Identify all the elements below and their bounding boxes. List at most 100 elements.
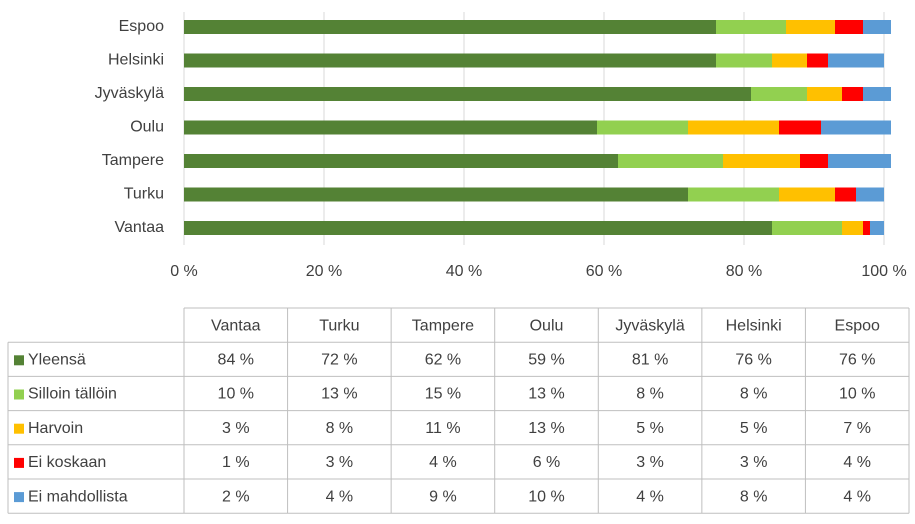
x-tick-label: 20 % <box>306 263 342 280</box>
bar-segment <box>842 221 863 235</box>
table-cell: 76 % <box>735 352 771 369</box>
y-tick-label: Tampere <box>102 152 164 169</box>
bar-segment <box>863 221 870 235</box>
legend-label: Yleensä <box>28 352 86 369</box>
y-tick-label: Vantaa <box>114 219 164 236</box>
table-cell: 84 % <box>218 352 254 369</box>
table-cell: 8 % <box>326 420 354 437</box>
table-cell: 3 % <box>326 454 354 471</box>
table-cell: 3 % <box>636 454 664 471</box>
bar-segment <box>863 20 891 34</box>
bar-segment <box>835 20 863 34</box>
bar-segment <box>716 53 772 68</box>
table-cell: 4 % <box>843 454 871 471</box>
table-cell: 5 % <box>636 420 664 437</box>
table-cell: 13 % <box>528 386 564 403</box>
bar-segment <box>800 154 828 168</box>
bar-segment <box>828 53 884 68</box>
table-header: Jyväskylä <box>615 317 684 334</box>
bar-segment <box>723 154 800 168</box>
y-tick-label: Helsinki <box>108 52 164 69</box>
bar-segment <box>870 221 884 235</box>
table-cell: 1 % <box>222 454 250 471</box>
x-tick-label: 40 % <box>446 263 482 280</box>
bar-segment <box>597 120 688 135</box>
table-cell: 2 % <box>222 488 250 505</box>
bar-segment <box>184 87 751 101</box>
table-cell: 10 % <box>528 488 564 505</box>
bar-segment <box>835 187 856 202</box>
table-cell: 10 % <box>839 386 875 403</box>
bar-segment <box>184 120 597 135</box>
table-cell: 3 % <box>222 420 250 437</box>
table-cell: 8 % <box>740 488 768 505</box>
table-cell: 6 % <box>533 454 561 471</box>
x-tick-label: 100 % <box>861 263 906 280</box>
table-cell: 10 % <box>218 386 254 403</box>
legend-swatch <box>14 389 24 400</box>
bar-segment <box>184 187 688 202</box>
bar-segment <box>779 187 835 202</box>
bar-segment <box>842 87 863 101</box>
bar-segment <box>779 120 821 135</box>
bar-segment <box>688 120 779 135</box>
bar-segment <box>807 87 842 101</box>
table-cell: 8 % <box>740 386 768 403</box>
table-header: Turku <box>319 317 359 334</box>
table-header: Helsinki <box>726 317 782 334</box>
legend-swatch <box>14 492 24 503</box>
bar-segment <box>856 187 884 202</box>
table-header: Tampere <box>412 317 474 334</box>
legend-swatch <box>14 355 24 366</box>
y-tick-label: Turku <box>124 186 164 203</box>
table-cell: 62 % <box>425 352 461 369</box>
bar-segment <box>772 221 842 235</box>
bar-segment <box>618 154 723 168</box>
table-cell: 76 % <box>839 352 875 369</box>
y-tick-label: Espoo <box>119 18 164 35</box>
table-cell: 5 % <box>740 420 768 437</box>
legend-label: Silloin tällöin <box>28 386 117 403</box>
table-cell: 9 % <box>429 488 457 505</box>
y-tick-label: Jyväskylä <box>95 85 164 102</box>
bar-segment <box>184 154 618 168</box>
bar-segment <box>828 154 891 168</box>
bar-segment <box>772 53 807 68</box>
table-cell: 3 % <box>740 454 768 471</box>
legend-label: Harvoin <box>28 420 83 437</box>
table-cell: 4 % <box>843 488 871 505</box>
bar-segment <box>863 87 891 101</box>
table-cell: 13 % <box>321 386 357 403</box>
x-tick-label: 60 % <box>586 263 622 280</box>
bar-segment <box>716 20 786 34</box>
table-header: Espoo <box>835 317 880 334</box>
table-cell: 8 % <box>636 386 664 403</box>
bar-segment <box>184 53 716 68</box>
table-cell: 4 % <box>326 488 354 505</box>
table-header: Vantaa <box>211 317 261 334</box>
legend-label: Ei koskaan <box>28 454 106 471</box>
bar-segment <box>821 120 891 135</box>
table-header: Oulu <box>530 317 564 334</box>
bar-segment <box>751 87 807 101</box>
table-cell: 7 % <box>843 420 871 437</box>
bar-segment <box>184 20 716 34</box>
table-cell: 15 % <box>425 386 461 403</box>
bar-segment <box>688 187 779 202</box>
legend-swatch <box>14 423 24 434</box>
table-cell: 59 % <box>528 352 564 369</box>
x-tick-label: 0 % <box>170 263 198 280</box>
bar-segment <box>184 221 772 235</box>
table-cell: 72 % <box>321 352 357 369</box>
table-cell: 4 % <box>636 488 664 505</box>
table-cell: 11 % <box>425 420 460 437</box>
table-cell: 13 % <box>528 420 564 437</box>
y-tick-label: Oulu <box>130 119 164 136</box>
legend-label: Ei mahdollista <box>28 488 128 505</box>
legend-swatch <box>14 457 24 468</box>
x-tick-label: 80 % <box>726 263 762 280</box>
bar-segment <box>786 20 835 34</box>
table-cell: 81 % <box>632 352 668 369</box>
table-cell: 4 % <box>429 454 457 471</box>
